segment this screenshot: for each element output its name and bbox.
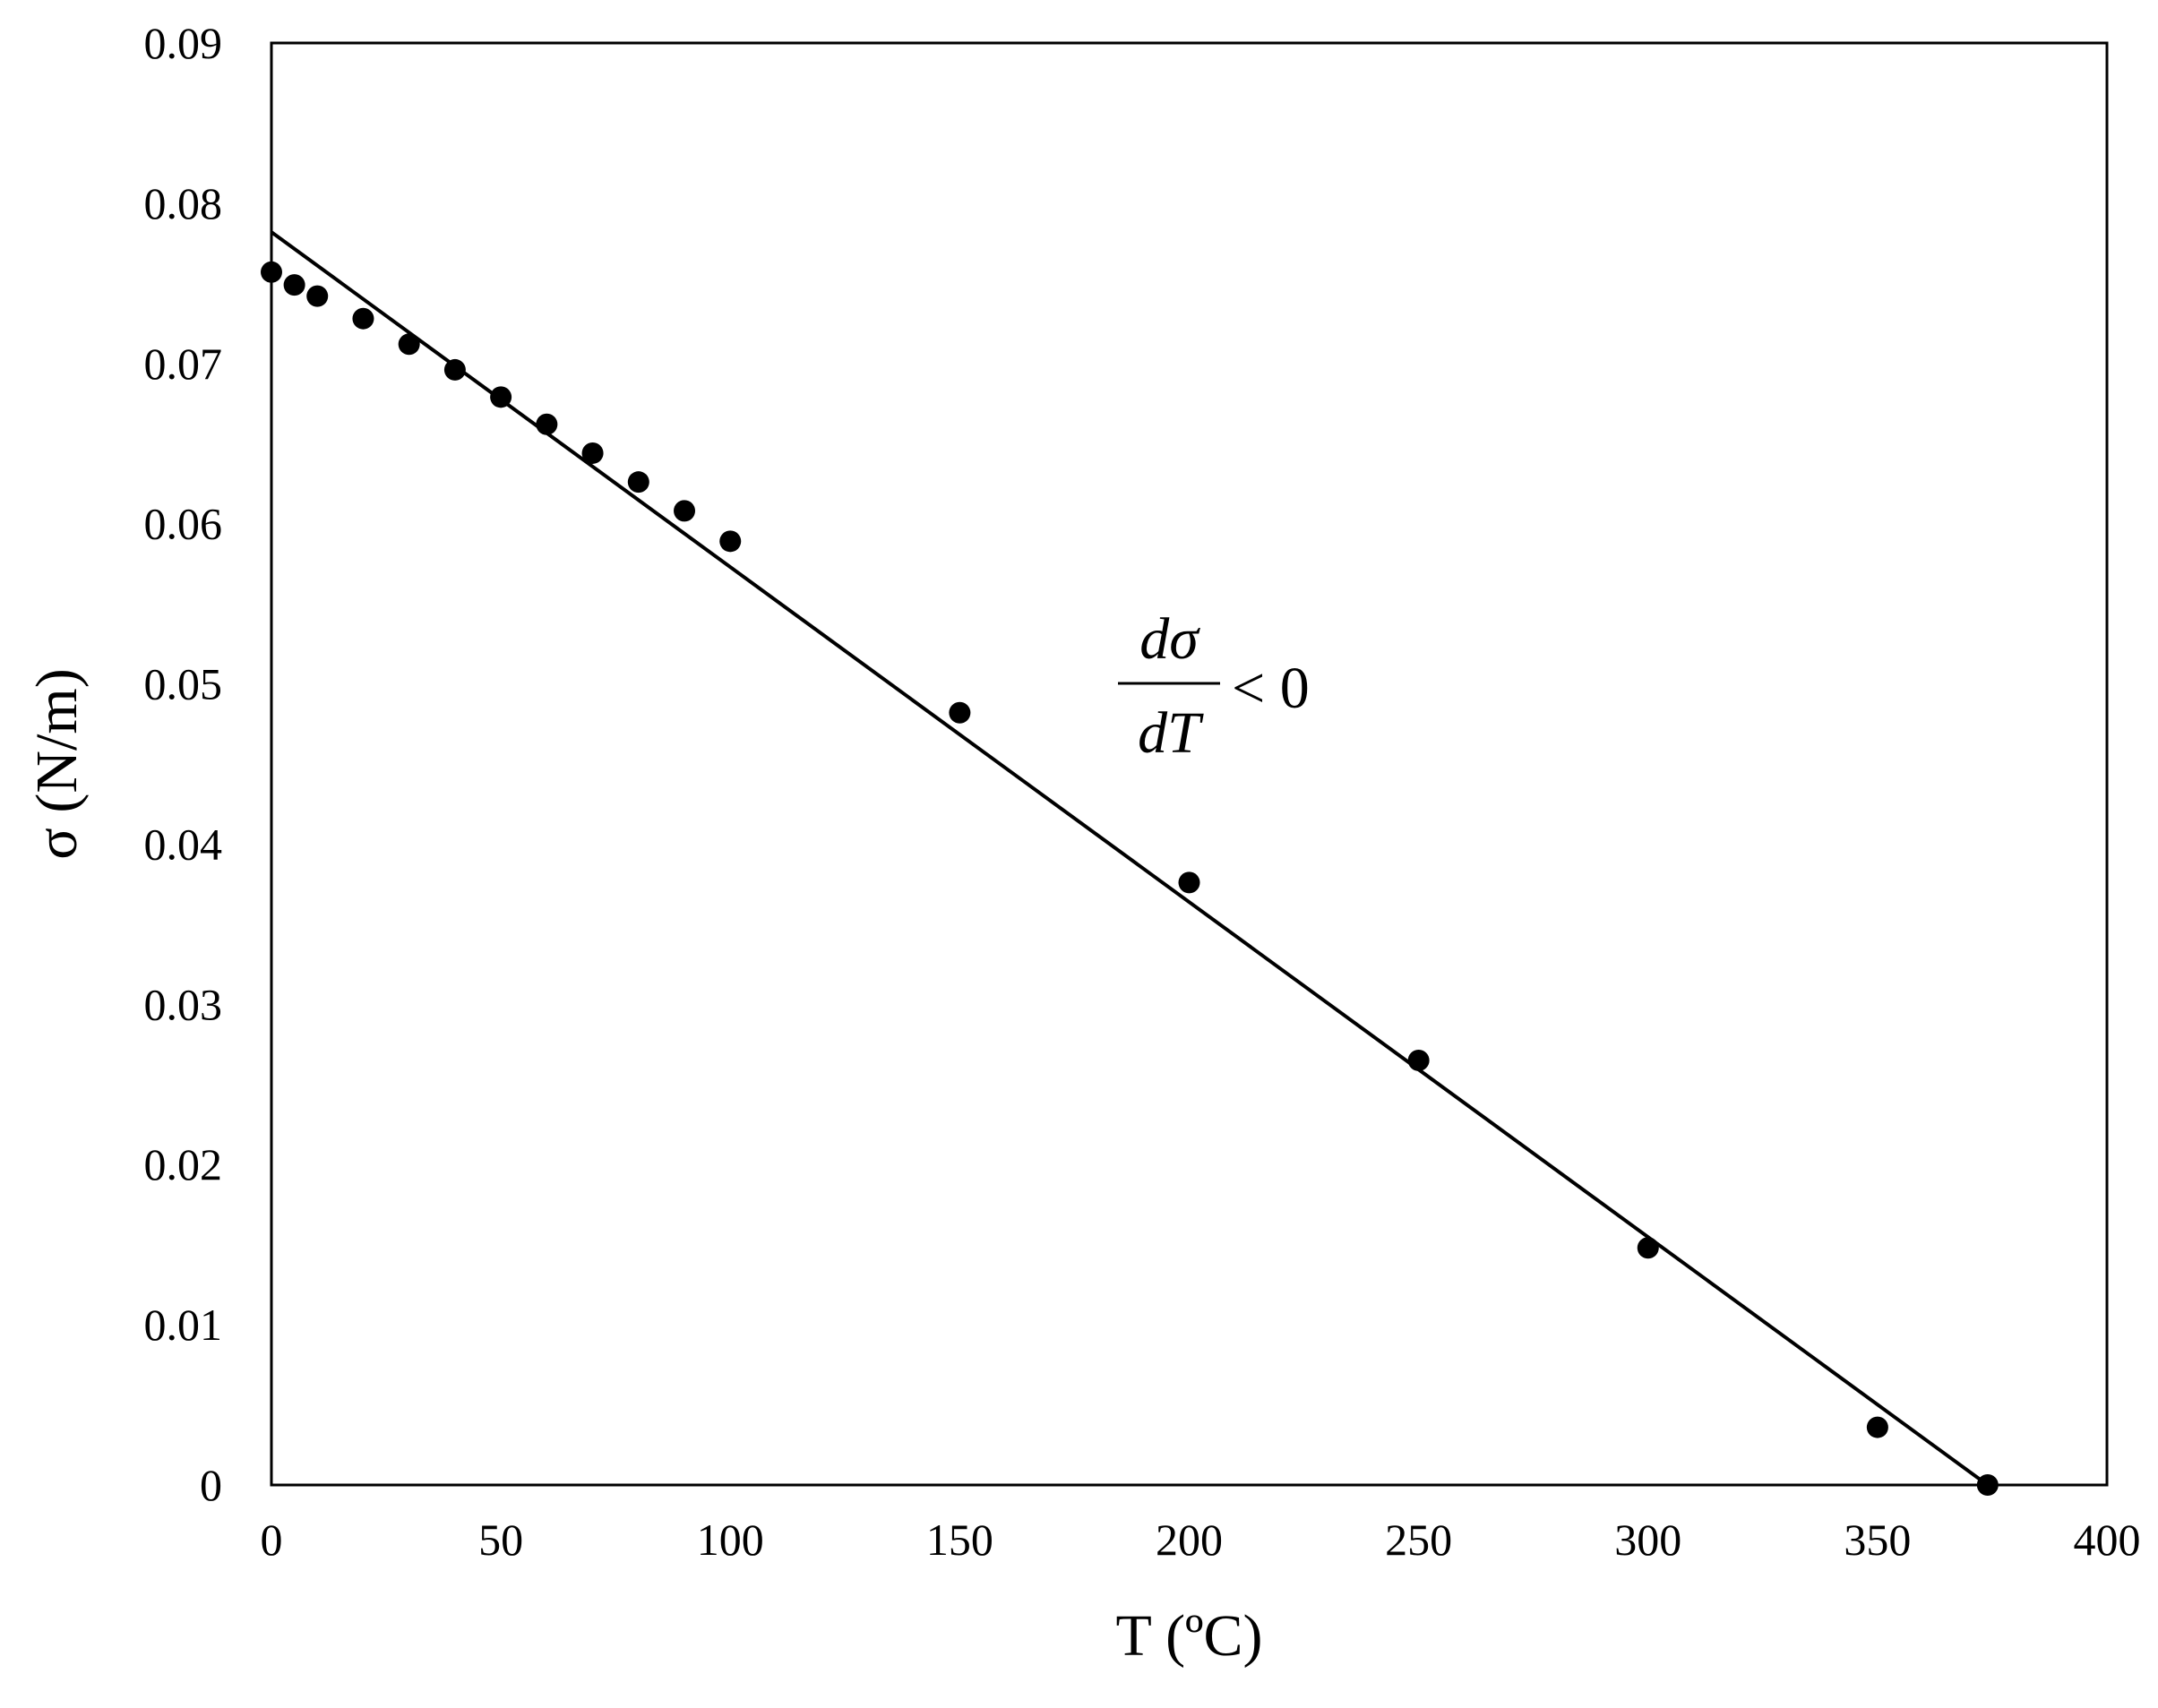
data-point	[1866, 1416, 1888, 1438]
data-point	[719, 530, 742, 553]
y-tick-label: 0.03	[144, 979, 223, 1029]
x-tick-label: 150	[926, 1515, 993, 1565]
data-point	[536, 413, 558, 435]
trendline-layer	[270, 230, 1989, 1487]
y-tick-label: 0.05	[144, 659, 223, 709]
data-point	[674, 500, 696, 522]
y-tick-label: 0	[200, 1460, 222, 1510]
data-point	[627, 471, 649, 494]
x-tick-label: 350	[1844, 1515, 1911, 1565]
data-point	[1976, 1474, 1999, 1496]
linear-trendline	[270, 230, 1989, 1487]
x-tick-label: 0	[261, 1515, 283, 1565]
annotation-denominator: dT	[1138, 700, 1204, 766]
y-tick-label: 0.07	[144, 339, 223, 389]
data-point	[581, 442, 604, 464]
x-tick-label: 200	[1156, 1515, 1223, 1565]
y-tick-label: 0.04	[144, 819, 223, 869]
data-point	[1637, 1237, 1659, 1259]
x-tick-label: 250	[1385, 1515, 1452, 1565]
y-tick-label: 0.06	[144, 499, 223, 549]
y-axis-title: σ (N/m)	[24, 668, 90, 859]
annotation-relation: < 0	[1232, 656, 1310, 721]
y-tick-label: 0.08	[144, 178, 223, 228]
y-tick-label: 0.09	[144, 18, 223, 68]
x-tick-label: 100	[697, 1515, 764, 1565]
data-point	[261, 261, 282, 283]
data-point	[352, 307, 374, 330]
derivative-annotation: dσ dT < 0	[1118, 606, 1310, 766]
x-tick-label: 50	[478, 1515, 523, 1565]
x-tick-label: 400	[2074, 1515, 2141, 1565]
annotation-numerator: dσ	[1139, 606, 1200, 672]
y-axis-ticks: 0 0.01 0.02 0.03 0.04 0.05 0.06 0.07 0.08 0.09	[144, 18, 223, 1510]
data-point	[443, 358, 466, 381]
data-point	[306, 285, 329, 307]
data-point	[283, 274, 305, 296]
y-tick-label: 0.02	[144, 1139, 223, 1189]
data-point	[490, 386, 512, 408]
data-points-layer	[261, 261, 1999, 1496]
data-point	[1178, 871, 1200, 894]
data-point	[949, 701, 971, 724]
x-axis-title: T (ºC)	[1115, 1603, 1262, 1669]
x-axis-ticks: 0 50 100 150 200 250 300 350 400	[261, 1515, 2141, 1565]
data-point	[398, 333, 420, 356]
plot-area-frame	[270, 41, 2109, 1487]
data-point	[1407, 1049, 1430, 1071]
x-tick-label: 300	[1614, 1515, 1681, 1565]
y-tick-label: 0.01	[144, 1300, 223, 1350]
